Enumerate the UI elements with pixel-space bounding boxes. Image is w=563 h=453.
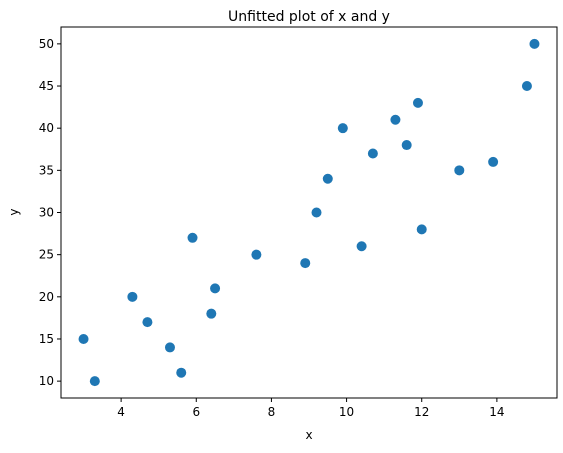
y-tick-label: 10 [39, 374, 54, 388]
y-axis-ticks: 10 15 20 25 30 35 40 45 50 [39, 37, 61, 388]
x-tick-label: 4 [117, 405, 125, 419]
y-tick-label: 15 [39, 332, 54, 346]
x-axis-label: x [305, 428, 312, 442]
data-point [206, 308, 217, 319]
data-point [176, 367, 187, 378]
y-tick-label: 20 [39, 290, 54, 304]
data-point [311, 207, 322, 218]
points-layer [78, 38, 540, 387]
y-tick-label: 25 [39, 248, 54, 262]
data-point [356, 241, 367, 252]
y-axis-label: y [7, 208, 21, 215]
data-point [164, 342, 175, 353]
y-tick-label: 45 [39, 79, 54, 93]
data-point [401, 140, 412, 151]
data-point [454, 165, 465, 176]
plot-frame [60, 26, 558, 399]
data-point [416, 224, 427, 235]
x-tick-label: 10 [339, 405, 354, 419]
x-axis-ticks: 4 6 8 10 12 14 [117, 398, 505, 419]
data-point [89, 376, 100, 387]
data-point [367, 148, 378, 159]
data-point [300, 258, 311, 269]
chart-title: Unfitted plot of x and y [228, 9, 390, 25]
x-tick-label: 8 [268, 405, 276, 419]
y-tick-label: 30 [39, 206, 54, 220]
x-tick-label: 14 [489, 405, 504, 419]
x-tick-label: 12 [414, 405, 429, 419]
y-tick-label: 40 [39, 121, 54, 135]
x-tick-label: 6 [192, 405, 200, 419]
y-tick-label: 35 [39, 163, 54, 177]
data-point [412, 97, 423, 108]
data-point [322, 173, 333, 184]
data-point [187, 232, 198, 243]
y-tick-label: 50 [39, 37, 54, 51]
data-point [78, 333, 89, 344]
data-point [142, 317, 153, 328]
data-point [251, 249, 262, 260]
data-point [127, 291, 138, 302]
data-point [521, 81, 532, 92]
data-point [488, 156, 499, 167]
data-point [390, 114, 401, 125]
data-point [337, 123, 348, 134]
data-point [529, 38, 540, 49]
data-point [210, 283, 221, 294]
